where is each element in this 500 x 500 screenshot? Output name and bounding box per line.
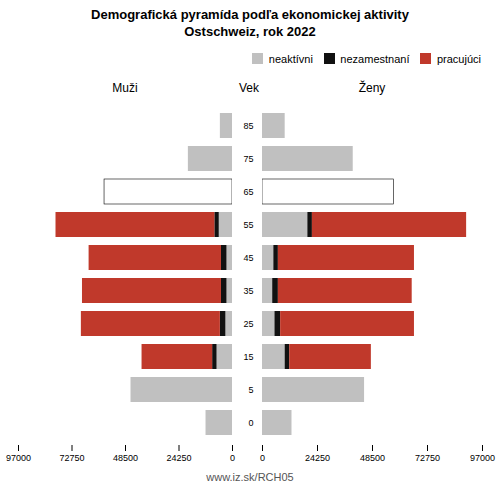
html-text:www.iz.sk/RCH05: www.iz.sk/RCH05 [206,470,294,483]
svg-text:0: 0 [248,417,253,427]
html-text:neaktívni: neaktívni [268,52,313,65]
svg-text:65: 65 [243,186,253,196]
html-text:pracujúci: pracujúci [437,52,481,65]
html-text:Ženy: Ženy [358,80,386,95]
svg-text:35: 35 [243,285,253,295]
svg-text:85: 85 [243,120,253,130]
svg-text:0: 0 [230,452,235,462]
html-text:Muži: Muži [112,80,138,95]
svg-text:24250: 24250 [305,452,330,462]
svg-text:72750: 72750 [415,452,440,462]
svg-text:25: 25 [243,318,253,328]
svg-text:72750: 72750 [59,452,84,462]
html-text:Demografická pyramída podľa ek: Demografická pyramída podľa ekonomickej … [91,7,409,22]
svg-text:15: 15 [243,351,253,361]
svg-text:55: 55 [243,219,253,229]
svg-text:45: 45 [243,252,253,262]
svg-text:97000: 97000 [470,452,495,462]
html-text:Ostschweiz, rok 2022: Ostschweiz, rok 2022 [184,24,316,39]
html-text:Vek: Vek [239,80,259,95]
svg-text:97000: 97000 [6,452,31,462]
svg-text:48500: 48500 [113,452,138,462]
svg-text:24250: 24250 [166,452,191,462]
html-text:nezamestnaní: nezamestnaní [340,52,410,65]
svg-text:5: 5 [248,384,253,394]
svg-text:75: 75 [243,153,253,163]
svg-text:0: 0 [260,452,265,462]
svg-text:48500: 48500 [360,452,385,462]
